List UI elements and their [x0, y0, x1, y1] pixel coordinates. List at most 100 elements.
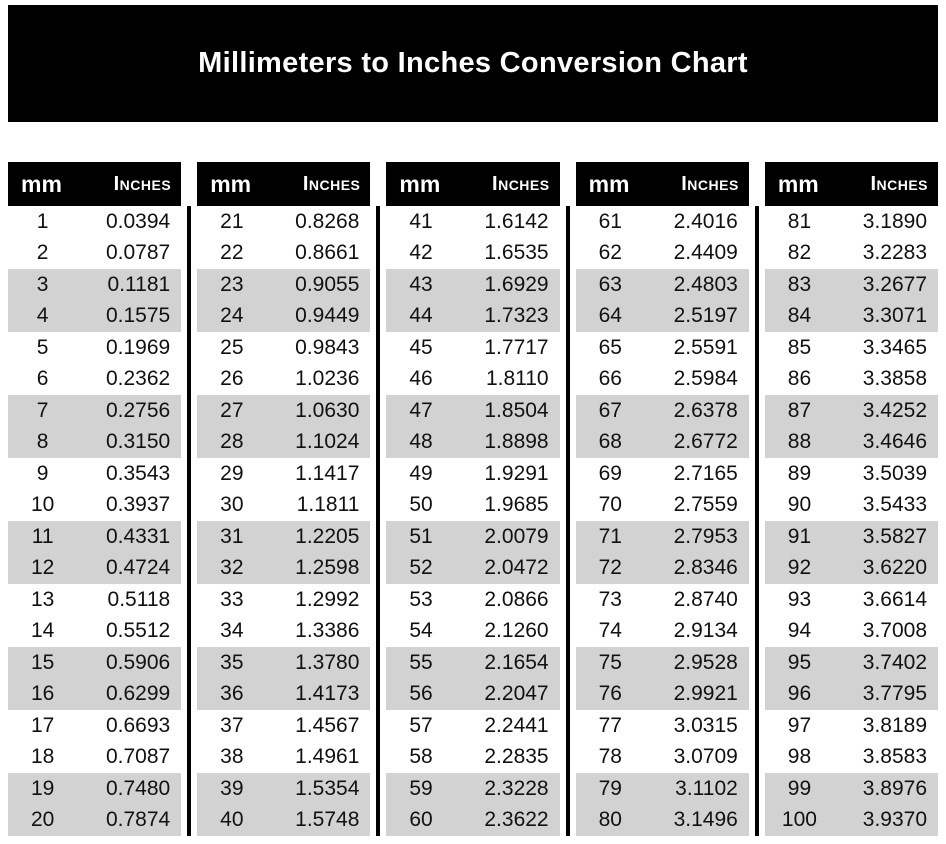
mm-cell: 62 [598, 241, 622, 265]
mm-cell: 16 [30, 682, 55, 706]
mm-cell: 76 [598, 682, 622, 706]
inches-cell: 0.4331 [105, 524, 171, 548]
table-row: 80 3.1496 [575, 804, 749, 836]
inches-cell: 3.5433 [862, 493, 928, 517]
table-row: 45 1.7717 [386, 332, 559, 364]
mm-cell: 93 [787, 587, 812, 611]
inches-cell: 3.1496 [673, 808, 738, 832]
mm-cell: 45 [409, 335, 433, 359]
mm-cell: 75 [598, 650, 622, 674]
table-row: 86 3.3858 [765, 364, 938, 396]
inches-cell: 2.7559 [673, 493, 738, 517]
table-row: 16 0.6299 [8, 678, 182, 710]
conversion-table: mm Inches 21 0.8268 22 0.8661 23 0.9055 24 0.94… [197, 162, 371, 836]
table-row: 47 1.8504 [386, 395, 560, 427]
inches-cell: 3.8976 [862, 776, 928, 800]
mm-cell: 79 [598, 776, 622, 800]
inches-cell: 0.7874 [105, 808, 171, 832]
inches-cell: 3.1102 [675, 776, 738, 800]
mm-cell: 15 [30, 650, 55, 674]
table-row: 18 0.7087 [8, 742, 181, 774]
mm-cell: 53 [409, 587, 433, 611]
mm-column-header: mm [588, 170, 630, 197]
table-row: 91 3.5827 [764, 521, 939, 553]
inches-cell: 1.3386 [295, 619, 360, 643]
mm-cell: 77 [598, 713, 622, 737]
table-row: 51 2.0079 [386, 521, 560, 553]
page-title: Millimeters to Inches Conversion Chart [198, 47, 748, 79]
inches-cell: 1.5354 [295, 776, 360, 800]
mm-cell: 47 [409, 398, 433, 422]
inches-cell: 3.6614 [862, 587, 928, 611]
table-row: 78 3.0709 [576, 742, 749, 774]
mm-cell: 24 [220, 304, 244, 328]
table-row: 55 2.1654 [386, 647, 560, 679]
inches-cell: 1.4567 [295, 713, 360, 737]
table-header: mm Inches [197, 162, 371, 206]
inches-cell: 0.6299 [105, 682, 171, 706]
mm-cell: 67 [598, 398, 622, 422]
table-row: 10 0.3937 [8, 490, 181, 522]
mm-cell: 14 [30, 619, 55, 643]
table-row: 71 2.7953 [575, 521, 749, 553]
table-row: 54 2.1260 [386, 616, 559, 648]
table-row: 2 0.0787 [8, 238, 181, 270]
table-row: 92 3.6220 [764, 552, 939, 584]
mm-cell: 51 [409, 524, 433, 548]
inches-cell: 0.9449 [295, 304, 360, 328]
table-row: 17 0.6693 [8, 710, 181, 742]
inches-cell: 1.8898 [484, 430, 549, 454]
inches-cell: 1.9685 [484, 493, 549, 517]
table-header: mm Inches [575, 162, 749, 206]
mm-cell: 97 [787, 713, 812, 737]
mm-cell: 94 [787, 619, 812, 643]
mm-cell: 44 [409, 304, 433, 328]
inches-cell: 1.7717 [484, 335, 549, 359]
inches-column-header: Inches [681, 172, 739, 195]
inches-cell: 0.8268 [295, 209, 360, 233]
inches-cell: 2.9528 [673, 650, 738, 674]
mm-cell: 83 [787, 272, 812, 296]
inches-cell: 3.5827 [862, 524, 928, 548]
table-row: 95 3.7402 [764, 647, 939, 679]
table-row: 97 3.8189 [765, 710, 938, 742]
inches-cell: 0.7087 [105, 745, 171, 769]
mm-cell: 80 [598, 808, 622, 832]
table-row: 89 3.5039 [765, 458, 938, 490]
table-row: 53 2.0866 [386, 584, 559, 616]
mm-cell: 72 [598, 556, 622, 580]
mm-cell: 28 [220, 430, 244, 454]
inches-cell: 1.4961 [295, 745, 360, 769]
inches-cell: 2.5197 [673, 304, 738, 328]
table-body: 61 2.4016 62 2.4409 63 2.4803 64 2.5197 65 2.5591… [575, 206, 749, 836]
table-row: 69 2.7165 [576, 458, 749, 490]
table-row: 66 2.5984 [576, 364, 749, 396]
inches-cell: 2.4409 [673, 241, 738, 265]
table-row: 98 3.8583 [765, 742, 938, 774]
table-row: 99 3.8976 [764, 773, 939, 805]
table-row: 3 0.1181 [8, 269, 182, 301]
table-row: 33 1.2992 [197, 584, 370, 616]
inches-cell: 1.1811 [296, 493, 360, 517]
mm-column-header: mm [399, 170, 441, 197]
inches-cell: 2.3622 [484, 808, 549, 832]
mm-cell: 95 [787, 650, 812, 674]
table-row: 25 0.9843 [197, 332, 370, 364]
table-row: 79 3.1102 [575, 773, 749, 805]
table-row: 26 1.0236 [197, 364, 370, 396]
table-row: 56 2.2047 [386, 678, 560, 710]
mm-cell: 10 [30, 493, 55, 517]
mm-cell: 96 [787, 682, 812, 706]
mm-cell: 70 [598, 493, 622, 517]
inches-cell: 0.0394 [105, 209, 171, 233]
inches-cell: 3.0709 [673, 745, 738, 769]
title-bar: Millimeters to Inches Conversion Chart [8, 5, 938, 122]
inches-cell: 2.0079 [484, 524, 549, 548]
mm-cell: 33 [220, 587, 244, 611]
inches-cell: 3.2283 [862, 241, 928, 265]
mm-cell: 11 [31, 524, 54, 548]
mm-cell: 74 [598, 619, 622, 643]
mm-cell: 65 [598, 335, 622, 359]
mm-cell: 6 [36, 367, 49, 391]
mm-cell: 92 [787, 556, 812, 580]
